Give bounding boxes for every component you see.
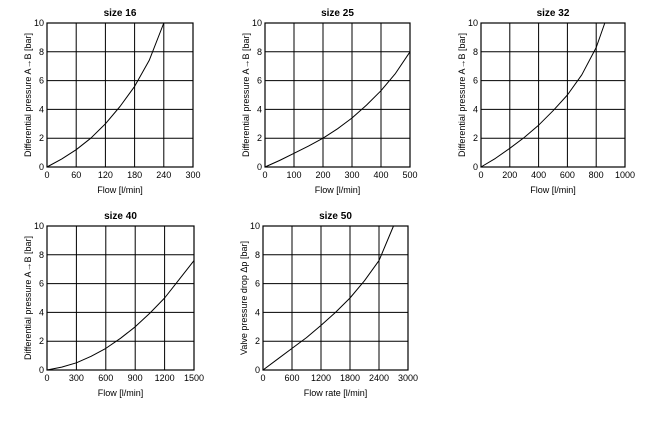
chart-3-xtick-label: 200: [502, 170, 517, 180]
chart-4-xtick-label: 0: [44, 373, 49, 383]
chart-2-ytick-label: 10: [252, 18, 262, 28]
chart-5-ytick-label: 0: [255, 365, 260, 375]
chart-3-title: size 32: [537, 8, 570, 19]
chart-5-y-axis-label: Valve pressure drop Δp [bar]: [239, 241, 249, 355]
chart-5-xtick-label: 1800: [340, 373, 360, 383]
chart-5-ytick-label: 4: [255, 307, 260, 317]
chart-3-ytick-label: 0: [473, 162, 478, 172]
chart-3-xtick-label: 800: [589, 170, 604, 180]
chart-2-frame: [264, 22, 411, 168]
chart-3-xtick-label: 0: [478, 170, 483, 180]
chart-2-ytick-label: 6: [257, 76, 262, 86]
chart-1-x-axis-label: Flow [l/min]: [97, 185, 143, 195]
chart-1-ytick-label: 4: [39, 104, 44, 114]
chart-4-x-axis-label: Flow [l/min]: [98, 388, 144, 398]
chart-1-ytick-label: 10: [34, 18, 44, 28]
chart-5-xtick-label: 0: [260, 373, 265, 383]
chart-5-ytick-label: 2: [255, 336, 260, 346]
chart-1-xtick-label: 60: [71, 170, 81, 180]
chart-1-ytick-label: 6: [39, 76, 44, 86]
chart-5-ytick-label: 10: [250, 221, 260, 231]
chart-5-xtick-label: 1200: [311, 373, 331, 383]
chart-3-x-axis-label: Flow [l/min]: [530, 185, 576, 195]
chart-4-ytick-label: 10: [34, 221, 44, 231]
chart-2-xtick-label: 400: [373, 170, 388, 180]
chart-2-curve-1: [264, 51, 411, 168]
chart-1-ytick-label: 2: [39, 133, 44, 143]
chart-3-xtick-label: 400: [531, 170, 546, 180]
chart-1-xtick-label: 240: [156, 170, 171, 180]
chart-4-ytick-label: 6: [39, 279, 44, 289]
chart-2-ytick-label: 4: [257, 104, 262, 114]
chart-1-y-axis-label: Differential pressure A→B [bar]: [23, 33, 33, 157]
chart-4-xtick-label: 300: [69, 373, 84, 383]
chart-1-xtick-label: 120: [98, 170, 113, 180]
chart-5-ytick-label: 8: [255, 250, 260, 260]
chart-1-ytick-label: 8: [39, 47, 44, 57]
chart-1-ytick-label: 0: [39, 162, 44, 172]
chart-2-xtick-label: 0: [262, 170, 267, 180]
chart-4-xtick-label: 600: [98, 373, 113, 383]
chart-2-ytick-label: 8: [257, 47, 262, 57]
chart-3-xtick-label: 1000: [615, 170, 635, 180]
chart-4-ytick-label: 4: [39, 307, 44, 317]
chart-3-ytick-label: 8: [473, 47, 478, 57]
chart-4-xtick-label: 900: [128, 373, 143, 383]
chart-5-xtick-label: 2400: [369, 373, 389, 383]
chart-2-xtick-label: 200: [315, 170, 330, 180]
chart-2-xtick-label: 300: [344, 170, 359, 180]
chart-3-ytick-label: 2: [473, 133, 478, 143]
chart-5-xtick-label: 3000: [398, 373, 418, 383]
chart-3-ytick-label: 4: [473, 104, 478, 114]
chart-5-curve-1: [262, 225, 394, 371]
chart-4-ytick-label: 8: [39, 250, 44, 260]
chart-4-title: size 40: [104, 211, 137, 222]
chart-4-frame: [46, 225, 195, 371]
chart-2-x-axis-label: Flow [l/min]: [315, 185, 361, 195]
chart-1-xtick-label: 300: [185, 170, 200, 180]
chart-2-xtick-label: 100: [286, 170, 301, 180]
chart-4-curve-1: [46, 260, 195, 371]
chart-3-curve-1: [480, 22, 606, 168]
chart-4-y-axis-label: Differential pressure A→B [bar]: [23, 236, 33, 360]
chart-2-ytick-label: 0: [257, 162, 262, 172]
chart-5-title: size 50: [319, 211, 352, 222]
chart-1-title: size 16: [104, 8, 137, 19]
chart-2-title: size 25: [321, 8, 354, 19]
chart-1-xtick-label: 0: [44, 170, 49, 180]
chart-4-xtick-label: 1200: [155, 373, 175, 383]
chart-4-ytick-label: 0: [39, 365, 44, 375]
chart-2-y-axis-label: Differential pressure A→B [bar]: [241, 33, 251, 157]
chart-2-xtick-label: 500: [402, 170, 417, 180]
chart-3-frame: [480, 22, 626, 168]
chart-3-y-axis-label: Differential pressure A→B [bar]: [457, 33, 467, 157]
chart-4-xtick-label: 1500: [184, 373, 204, 383]
chart-3-xtick-label: 600: [560, 170, 575, 180]
chart-1-frame: [46, 22, 194, 168]
chart-1-curve-1: [46, 22, 165, 168]
chart-3-ytick-label: 10: [468, 18, 478, 28]
chart-2-ytick-label: 2: [257, 133, 262, 143]
chart-3-ytick-label: 6: [473, 76, 478, 86]
chart-4-ytick-label: 2: [39, 336, 44, 346]
chart-5-x-axis-label: Flow rate [l/min]: [304, 388, 368, 398]
chart-5-ytick-label: 6: [255, 279, 260, 289]
chart-5-frame: [262, 225, 409, 371]
chart-5-xtick-label: 600: [284, 373, 299, 383]
chart-1-xtick-label: 180: [127, 170, 142, 180]
